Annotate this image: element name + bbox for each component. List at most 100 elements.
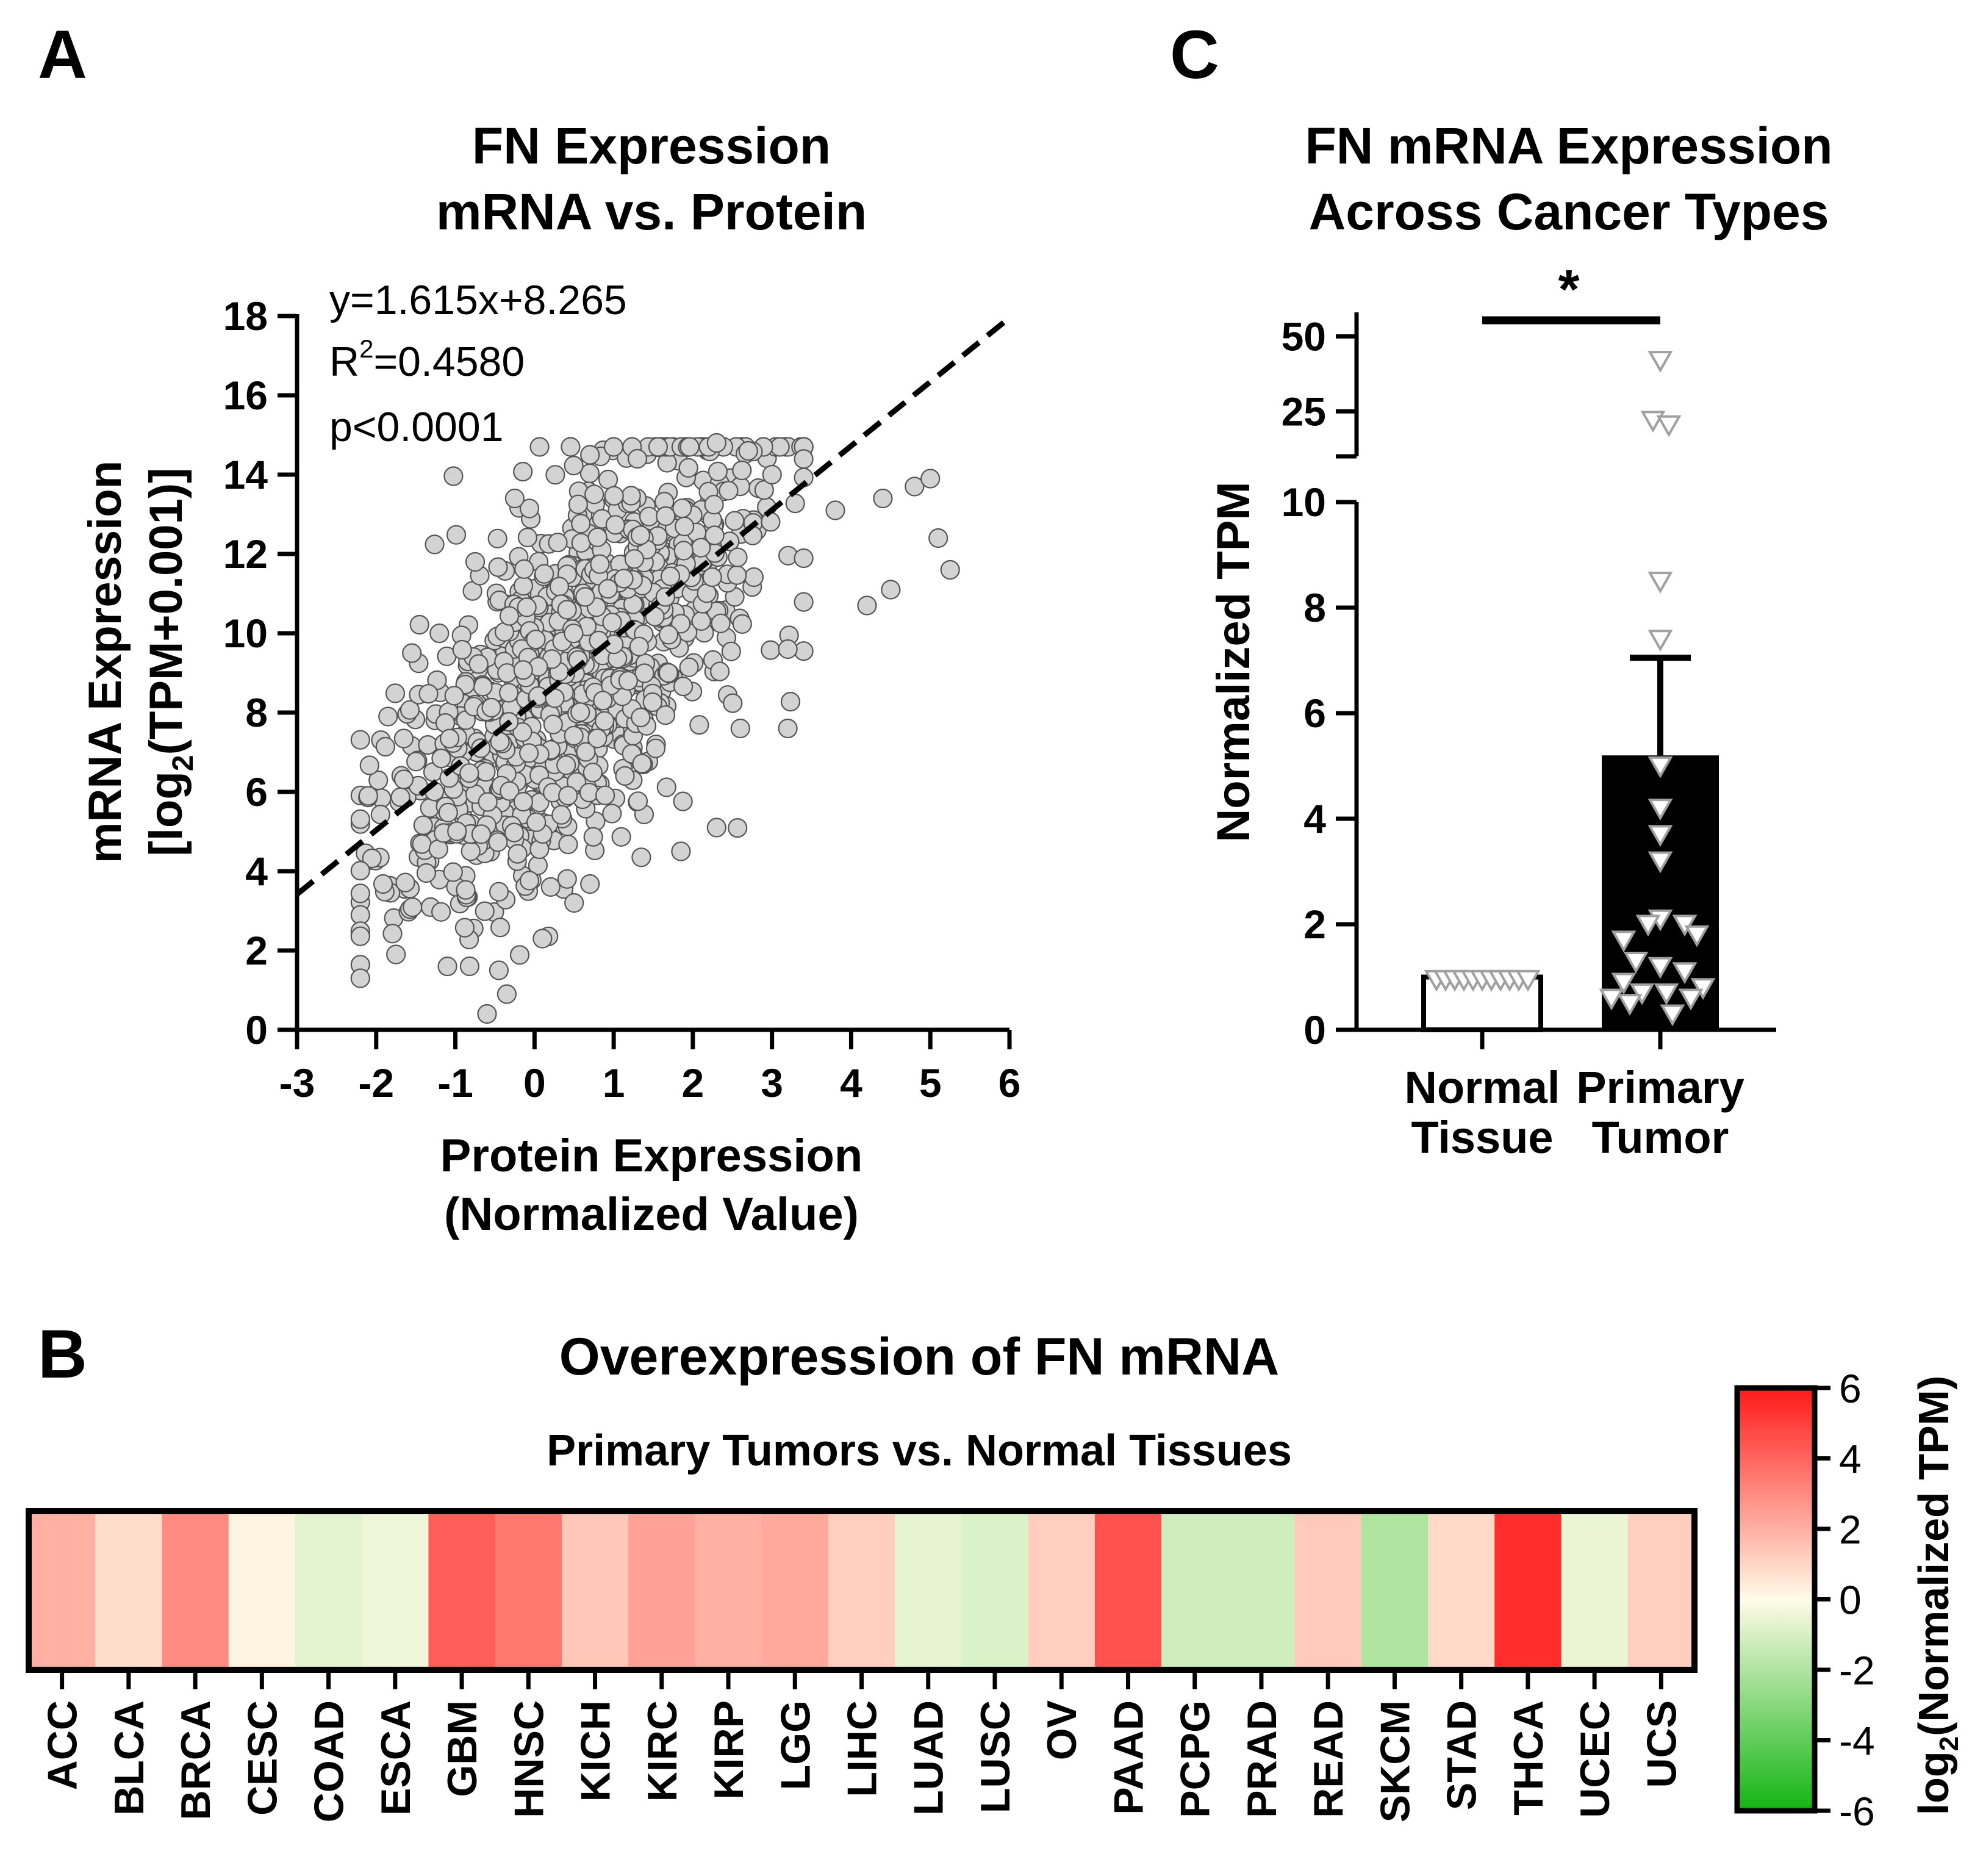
scatter-point bbox=[857, 595, 877, 616]
scatter-point bbox=[428, 839, 448, 860]
scatter-point bbox=[624, 549, 645, 569]
primary-tumor-point bbox=[1599, 988, 1624, 1011]
heatmap-category-label: GBM bbox=[439, 1700, 486, 1797]
scatter-point bbox=[557, 869, 577, 889]
scatter-point bbox=[488, 832, 508, 852]
scatter-point bbox=[595, 785, 615, 805]
category-tumor-line2: Tumor bbox=[1592, 1112, 1729, 1163]
x-tick-label: 0 bbox=[523, 1060, 546, 1105]
scatter-point bbox=[905, 476, 925, 497]
heatmap-category-label: BRCA bbox=[173, 1700, 219, 1820]
y-tick-label: 14 bbox=[223, 452, 268, 497]
scatter-point bbox=[593, 691, 613, 711]
heatmap-cell bbox=[828, 1511, 895, 1670]
scatter-point bbox=[570, 702, 590, 722]
scatter-point bbox=[446, 525, 467, 545]
scatter-point bbox=[489, 960, 509, 980]
scatter-point bbox=[706, 818, 726, 838]
heatmap-category-label: READ bbox=[1305, 1700, 1352, 1818]
scatter-point bbox=[583, 763, 603, 783]
scatter-point bbox=[728, 818, 748, 838]
scatter-point bbox=[558, 834, 578, 855]
c-y-tick-label: 0 bbox=[1303, 1007, 1326, 1052]
c-y-tick-label: 2 bbox=[1303, 902, 1326, 947]
scatter-point bbox=[618, 670, 639, 691]
colorbar: 6 4 2 0 -2 -4 -6 bbox=[1734, 1366, 1875, 1834]
scatter-point bbox=[519, 871, 540, 891]
scatter-point bbox=[762, 464, 782, 485]
scatter-point bbox=[385, 683, 406, 703]
scatter-point bbox=[412, 834, 432, 854]
scatter-point bbox=[611, 827, 631, 847]
scatter-point bbox=[648, 437, 669, 457]
scatter-point bbox=[489, 882, 509, 902]
panel-c-letter: C bbox=[1170, 16, 1219, 93]
heatmap-category-label: LUSC bbox=[972, 1700, 1019, 1813]
panel-b-subtitle: Primary Tumors vs. Normal Tissues bbox=[547, 1426, 1292, 1475]
scatter-point bbox=[571, 514, 591, 534]
scatter-point bbox=[540, 877, 561, 897]
scatter-point bbox=[674, 516, 695, 537]
heatmap-category-label: PAAD bbox=[1105, 1700, 1152, 1815]
primary-tumor-point bbox=[1623, 951, 1649, 974]
primary-tumor-point bbox=[1684, 925, 1710, 947]
panel-c-title-line1: FN mRNA Expression bbox=[1305, 117, 1832, 174]
primary-tumor-point bbox=[1648, 851, 1673, 874]
heatmap-cell bbox=[628, 1511, 695, 1670]
scatter-point bbox=[461, 841, 481, 861]
scatter-point bbox=[490, 731, 510, 752]
scatter-point bbox=[513, 461, 533, 482]
scatter-point bbox=[526, 629, 546, 650]
scatter-point bbox=[642, 692, 662, 713]
primary-tumor-point bbox=[1672, 915, 1698, 937]
scatter-point bbox=[656, 777, 676, 797]
scatter-point bbox=[418, 684, 439, 704]
r-squared-value: =0.4580 bbox=[373, 339, 525, 385]
category-normal-line2: Tissue bbox=[1411, 1112, 1553, 1163]
scatter-point bbox=[513, 791, 534, 812]
heatmap-category-label: SKCM bbox=[1372, 1700, 1418, 1822]
scatter-point bbox=[386, 944, 406, 965]
p-value: p<0.0001 bbox=[329, 404, 504, 450]
heatmap-cell bbox=[961, 1511, 1029, 1670]
scatter-point bbox=[655, 705, 676, 725]
scatter-point bbox=[526, 812, 547, 832]
scatter-point bbox=[534, 564, 554, 584]
scatter-point bbox=[709, 661, 730, 681]
heatmap-cell bbox=[29, 1511, 96, 1670]
scatter-point bbox=[497, 984, 517, 1004]
scatter-point bbox=[370, 804, 390, 825]
scatter-point bbox=[413, 815, 433, 835]
scatter-point bbox=[557, 600, 577, 620]
heatmap-cell bbox=[162, 1511, 229, 1670]
scatter-point bbox=[359, 755, 379, 775]
scatter-point bbox=[459, 956, 480, 977]
x-tick-label: 5 bbox=[919, 1060, 942, 1105]
c-y-tick-label: 4 bbox=[1303, 796, 1326, 841]
panel-c-title-line2: Across Cancer Types bbox=[1309, 183, 1829, 240]
scatter-point bbox=[928, 528, 948, 548]
ylabel-sub: 2 bbox=[167, 755, 199, 771]
primary-tumor-point bbox=[1648, 957, 1673, 979]
scatter-point bbox=[490, 918, 511, 938]
c-y-tick-label: 10 bbox=[1282, 480, 1326, 525]
panel-c: C FN mRNA Expression Across Cancer Types… bbox=[1170, 16, 1833, 1163]
heatmap: ACC BLCA BRCA CESC COAD ESCA GBM HNSC KICH KIRC KI… bbox=[26, 1508, 1698, 1822]
scatter-point bbox=[630, 525, 651, 545]
heatmap-category-label: STAD bbox=[1439, 1700, 1485, 1810]
scatter-point bbox=[512, 722, 532, 742]
primary-tumor-point bbox=[1690, 978, 1716, 1000]
primary-tumor-point bbox=[1648, 572, 1673, 594]
scatter-point bbox=[605, 515, 625, 535]
scatter-point bbox=[556, 755, 576, 775]
regression-line bbox=[295, 315, 1011, 897]
scatter-point bbox=[602, 613, 622, 633]
scatter-point bbox=[471, 824, 492, 844]
scatter-point bbox=[825, 500, 845, 520]
heatmap-cell bbox=[561, 1511, 629, 1670]
scatter-point bbox=[794, 592, 814, 612]
scatter-point bbox=[594, 711, 615, 731]
panel-a-ylabel-line1: mRNA Expression bbox=[79, 461, 131, 863]
scatter-point bbox=[409, 614, 429, 635]
scatter-point bbox=[532, 929, 553, 949]
